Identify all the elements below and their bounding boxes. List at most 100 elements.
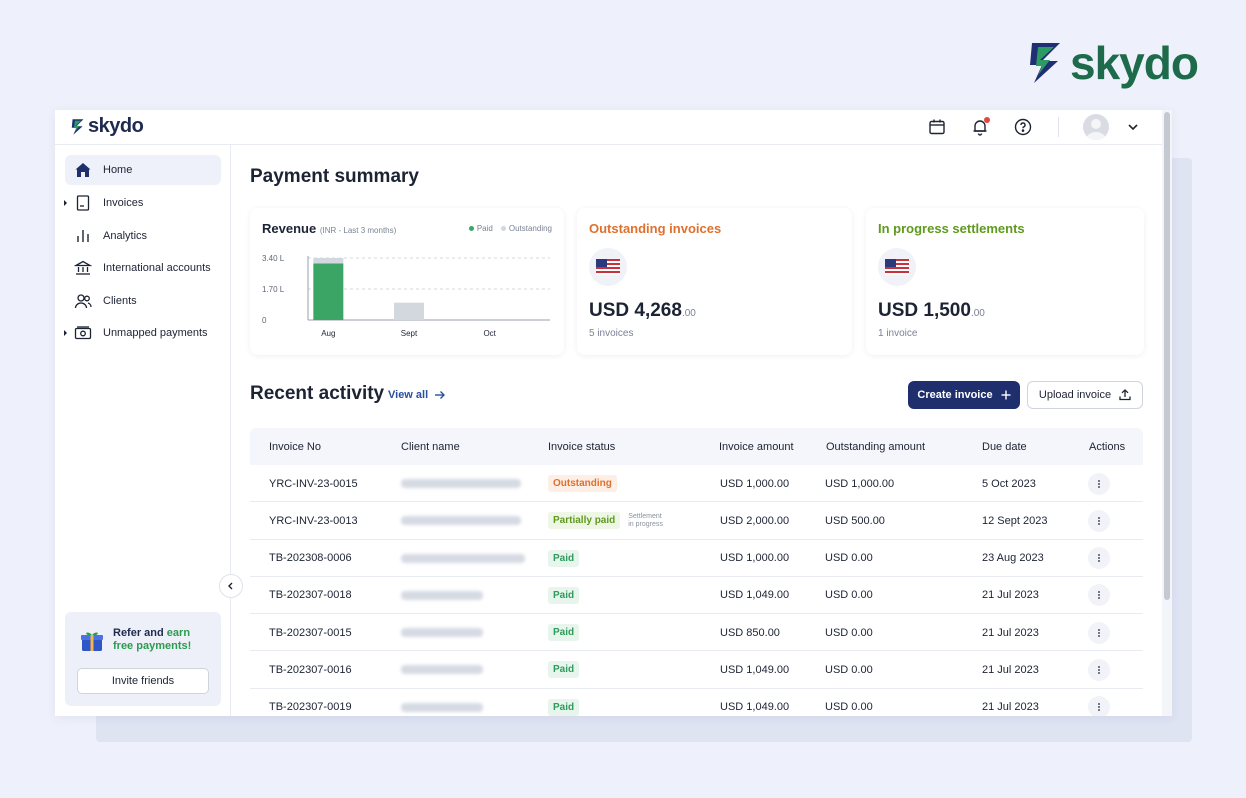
calendar-button[interactable] bbox=[927, 117, 947, 137]
invoice-amount: USD 1,049.00 bbox=[720, 701, 790, 714]
sidebar-item-unmapped-payments[interactable]: Unmapped payments bbox=[64, 318, 221, 348]
invoice-number[interactable]: YRC-INV-23-0015 bbox=[269, 477, 358, 490]
table-row[interactable]: TB-202307-0019 Paid USD 1,049.00 USD 0.0… bbox=[250, 688, 1143, 716]
table-row[interactable]: TB-202308-0006 Paid USD 1,000.00 USD 0.0… bbox=[250, 539, 1143, 577]
sidebar-item-label: International accounts bbox=[103, 262, 211, 274]
sidebar-item-international-accounts[interactable]: International accounts bbox=[65, 253, 221, 283]
gift-icon bbox=[79, 628, 105, 659]
sidebar-item-home[interactable]: Home bbox=[65, 155, 221, 185]
outstanding-amount: USD 0.00 bbox=[825, 589, 873, 602]
table-row[interactable]: YRC-INV-23-0015 Outstanding USD 1,000.00… bbox=[250, 465, 1143, 503]
invoice-number[interactable]: TB-202307-0018 bbox=[269, 589, 352, 602]
row-actions-button[interactable] bbox=[1088, 465, 1110, 502]
account-menu-toggle[interactable] bbox=[1123, 117, 1143, 137]
col-due-date: Due date bbox=[982, 440, 1027, 453]
status-badge: Paid bbox=[548, 540, 580, 577]
invoice-amount: USD 1,000.00 bbox=[720, 552, 790, 565]
chevron-left-icon bbox=[228, 582, 233, 590]
row-actions-button[interactable] bbox=[1088, 689, 1110, 716]
row-actions-button[interactable] bbox=[1088, 540, 1110, 577]
sidebar-item-invoices[interactable]: Invoices bbox=[64, 188, 221, 218]
notifications-button[interactable] bbox=[970, 117, 990, 137]
client-name-redacted bbox=[401, 540, 525, 577]
status-badge: Paid bbox=[548, 651, 580, 688]
outstanding-count: 5 invoices bbox=[589, 328, 634, 339]
row-actions-button[interactable] bbox=[1088, 502, 1110, 539]
bar-outstanding-sept bbox=[394, 302, 424, 320]
y-tick-label: 3.40 L bbox=[262, 254, 285, 263]
col-invoice-status: Invoice status bbox=[548, 440, 616, 453]
more-vertical-icon bbox=[1088, 658, 1110, 681]
due-date: 21 Jul 2023 bbox=[982, 626, 1039, 639]
outstanding-title: Outstanding invoices bbox=[589, 221, 722, 236]
arrow-right-icon bbox=[435, 391, 446, 399]
upload-icon bbox=[1119, 389, 1131, 401]
brand-wordmark: skydo bbox=[1070, 37, 1199, 89]
more-vertical-icon bbox=[1088, 584, 1110, 607]
client-name-redacted bbox=[401, 502, 521, 539]
row-actions-button[interactable] bbox=[1088, 651, 1110, 688]
y-tick-label: 0 bbox=[262, 316, 267, 325]
analytics-icon bbox=[73, 226, 93, 246]
due-date: 23 Aug 2023 bbox=[982, 552, 1044, 565]
view-all-link[interactable]: View all bbox=[388, 389, 446, 401]
outstanding-amount: USD 0.00 bbox=[825, 626, 873, 639]
due-date: 21 Jul 2023 bbox=[982, 701, 1039, 714]
more-vertical-icon bbox=[1088, 547, 1110, 570]
due-date: 12 Sept 2023 bbox=[982, 514, 1048, 527]
create-invoice-button[interactable]: Create invoice bbox=[908, 381, 1020, 409]
invoice-amount: USD 850.00 bbox=[720, 626, 780, 639]
table-row[interactable]: YRC-INV-23-0013 Partially paid Settlement… bbox=[250, 502, 1143, 540]
sidebar-item-label: Home bbox=[103, 164, 133, 176]
invoice-number[interactable]: YRC-INV-23-0013 bbox=[269, 514, 358, 527]
sidebar-item-clients[interactable]: Clients bbox=[65, 286, 221, 316]
row-actions-button[interactable] bbox=[1088, 577, 1110, 614]
main-content: Payment summary Revenue (INR - Last 3 mo… bbox=[232, 145, 1162, 716]
table-row[interactable]: TB-202307-0015 Paid USD 850.00 USD 0.00 … bbox=[250, 614, 1143, 652]
sidebar-item-label: Clients bbox=[103, 295, 137, 307]
table-row[interactable]: TB-202307-0016 Paid USD 1,049.00 USD 0.0… bbox=[250, 651, 1143, 689]
row-actions-button[interactable] bbox=[1088, 614, 1110, 651]
col-invoice-amount: Invoice amount bbox=[719, 440, 794, 453]
invite-friends-button[interactable]: Invite friends bbox=[77, 668, 209, 694]
settlements-title: In progress settlements bbox=[878, 221, 1025, 236]
chevron-down-icon bbox=[1128, 124, 1138, 131]
sidebar-item-label: Unmapped payments bbox=[103, 327, 208, 339]
y-tick-label: 1.70 L bbox=[262, 285, 285, 294]
client-name-redacted bbox=[401, 614, 483, 651]
revenue-chart: 3.40 L 1.70 L 0 Aug Sept Oct bbox=[262, 254, 550, 338]
help-button[interactable] bbox=[1013, 117, 1033, 137]
calendar-icon bbox=[929, 119, 945, 135]
clients-icon bbox=[73, 291, 93, 311]
col-client-name: Client name bbox=[401, 440, 460, 453]
invoice-amount: USD 2,000.00 bbox=[720, 514, 790, 527]
app-logo[interactable]: skydo bbox=[71, 115, 144, 138]
expand-caret-icon[interactable] bbox=[64, 330, 67, 336]
col-outstanding-amount: Outstanding amount bbox=[826, 440, 926, 453]
sidebar-collapse-button[interactable] bbox=[219, 574, 243, 598]
invoice-number[interactable]: TB-202308-0006 bbox=[269, 552, 352, 565]
invoice-icon bbox=[73, 193, 93, 213]
outstanding-invoices-card[interactable]: Outstanding invoices USD 4,268.00 5 invo… bbox=[577, 208, 852, 355]
invoice-number[interactable]: TB-202307-0019 bbox=[269, 701, 352, 714]
invoice-number[interactable]: TB-202307-0016 bbox=[269, 663, 352, 676]
refer-text: Refer and earn free payments! bbox=[113, 627, 192, 652]
plus-icon bbox=[1001, 390, 1011, 400]
sidebar-item-label: Analytics bbox=[103, 230, 148, 242]
scrollbar[interactable] bbox=[1162, 110, 1172, 716]
upload-invoice-button[interactable]: Upload invoice bbox=[1027, 381, 1143, 409]
due-date: 21 Jul 2023 bbox=[982, 663, 1039, 676]
expand-caret-icon[interactable] bbox=[64, 200, 67, 206]
scrollbar-thumb[interactable] bbox=[1164, 112, 1170, 600]
user-avatar[interactable] bbox=[1083, 114, 1109, 140]
settlement-note: Settlement in progress bbox=[628, 512, 663, 528]
in-progress-settlements-card[interactable]: In progress settlements USD 1,500.00 1 i… bbox=[866, 208, 1144, 355]
invoice-number[interactable]: TB-202307-0015 bbox=[269, 626, 352, 639]
status-badge: Paid bbox=[548, 577, 580, 614]
outstanding-amount: USD 0.00 bbox=[825, 663, 873, 676]
revenue-title: Revenue (INR - Last 3 months) bbox=[262, 221, 397, 236]
sidebar-item-analytics[interactable]: Analytics bbox=[65, 221, 221, 251]
table-row[interactable]: TB-202307-0018 Paid USD 1,049.00 USD 0.0… bbox=[250, 576, 1143, 615]
col-invoice-no: Invoice No bbox=[269, 440, 321, 453]
invoice-amount: USD 1,049.00 bbox=[720, 663, 790, 676]
